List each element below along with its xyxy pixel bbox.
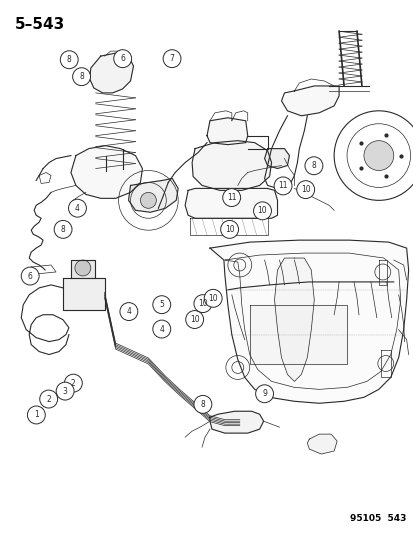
Polygon shape [71, 260, 95, 278]
Circle shape [363, 141, 393, 171]
Text: 10: 10 [300, 185, 310, 194]
Circle shape [304, 157, 322, 175]
Text: 6: 6 [28, 271, 33, 280]
Polygon shape [128, 179, 178, 212]
Text: 5–543: 5–543 [15, 17, 65, 33]
Text: 10: 10 [197, 299, 207, 308]
Text: 8: 8 [200, 400, 205, 409]
Circle shape [75, 260, 90, 276]
Text: 5: 5 [159, 300, 164, 309]
Text: 10: 10 [257, 206, 267, 215]
Circle shape [152, 320, 170, 338]
Circle shape [69, 199, 86, 217]
Circle shape [114, 50, 131, 68]
Text: 2: 2 [46, 394, 51, 403]
Circle shape [253, 202, 271, 220]
Text: 4: 4 [75, 204, 80, 213]
Circle shape [255, 385, 273, 403]
Circle shape [193, 395, 211, 413]
Circle shape [21, 267, 39, 285]
Polygon shape [192, 141, 271, 190]
Polygon shape [185, 188, 277, 218]
Circle shape [120, 303, 138, 320]
Polygon shape [249, 305, 346, 365]
Text: 6: 6 [120, 54, 125, 63]
Text: 9: 9 [261, 389, 266, 398]
Polygon shape [209, 411, 263, 433]
Text: 95105  543: 95105 543 [349, 514, 406, 523]
Circle shape [220, 221, 238, 238]
Text: 8: 8 [67, 55, 71, 64]
Polygon shape [274, 258, 313, 382]
Circle shape [27, 406, 45, 424]
Text: 2: 2 [71, 378, 76, 387]
Circle shape [72, 68, 90, 86]
Circle shape [163, 50, 180, 68]
Circle shape [152, 296, 170, 313]
Text: 8: 8 [61, 225, 65, 234]
Text: 7: 7 [169, 54, 174, 63]
Polygon shape [281, 86, 338, 116]
Circle shape [60, 51, 78, 69]
Text: 10: 10 [208, 294, 218, 303]
Text: 1: 1 [34, 410, 39, 419]
Circle shape [222, 189, 240, 206]
Circle shape [40, 390, 57, 408]
Text: 11: 11 [226, 193, 236, 202]
Polygon shape [63, 278, 104, 310]
Text: 3: 3 [62, 386, 67, 395]
Text: 8: 8 [311, 161, 316, 170]
Polygon shape [306, 434, 336, 454]
Text: 10: 10 [190, 315, 199, 324]
Circle shape [64, 374, 82, 392]
Polygon shape [206, 118, 247, 144]
Text: 8: 8 [79, 72, 84, 81]
Circle shape [204, 289, 221, 307]
Text: 4: 4 [126, 307, 131, 316]
Circle shape [54, 221, 72, 238]
Circle shape [273, 177, 291, 195]
Polygon shape [209, 240, 408, 403]
Polygon shape [71, 146, 142, 198]
Circle shape [185, 311, 203, 328]
Circle shape [193, 295, 211, 312]
Polygon shape [90, 53, 133, 93]
Text: 11: 11 [278, 181, 287, 190]
Circle shape [296, 181, 314, 199]
Polygon shape [264, 149, 289, 168]
Circle shape [56, 382, 74, 400]
Text: 4: 4 [159, 325, 164, 334]
Text: 10: 10 [224, 225, 234, 234]
Circle shape [140, 192, 156, 208]
